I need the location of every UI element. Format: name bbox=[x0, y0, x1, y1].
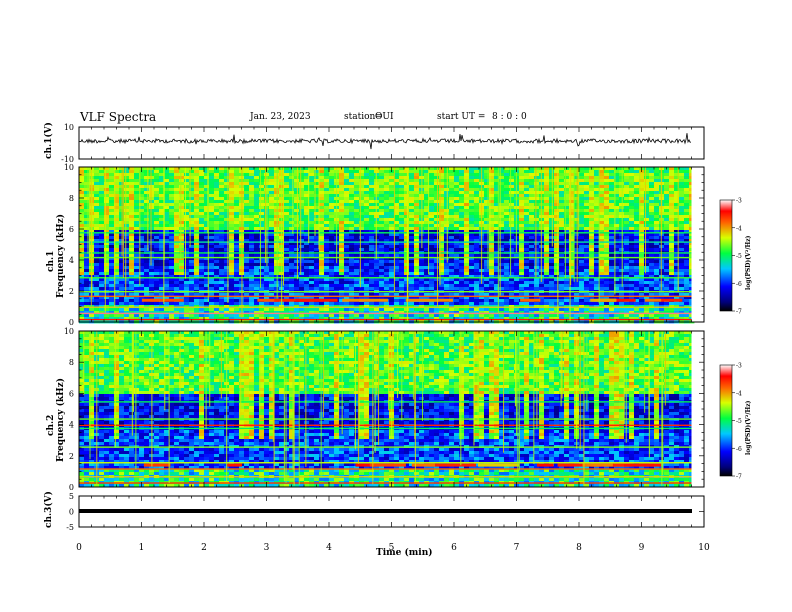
ch2-colorbar: -3 -4 -5 -6 -7 bbox=[719, 363, 742, 481]
x-tick-label: 8 bbox=[576, 543, 582, 553]
start-time-label: start UT = bbox=[437, 112, 486, 122]
ch2-frequency-ylabel: Frequency (kHz) bbox=[56, 377, 66, 462]
ch2-colorbar-ticks: -3 -4 -5 -6 -7 bbox=[732, 363, 742, 481]
y-tick-label: 0 bbox=[69, 483, 74, 492]
ch3-waveform-ylabel: ch.3(V) bbox=[44, 491, 54, 528]
y-tick-label: 8 bbox=[69, 358, 74, 367]
y-tick-label: 5 bbox=[69, 492, 74, 501]
figure-title: VLF Spectra bbox=[80, 110, 157, 124]
y-tick-label: 0 bbox=[69, 508, 74, 517]
y-tick-label: -10 bbox=[61, 155, 74, 164]
ch1-colorbar-label: log(PSD)(V²/Hz) bbox=[745, 235, 752, 290]
ch1-waveform-trace bbox=[78, 133, 692, 150]
x-tick-label: 10 bbox=[698, 543, 710, 553]
y-tick-label: 10 bbox=[64, 327, 74, 336]
y-tick-label: 6 bbox=[69, 225, 74, 234]
station-value: OUI bbox=[375, 112, 394, 122]
y-tick-label: 8 bbox=[69, 194, 74, 203]
ch2-spectrogram-ylabel: ch.2 bbox=[46, 414, 56, 436]
ch1-colorbar-ticks: -3 -4 -5 -6 -7 bbox=[732, 198, 742, 316]
y-tick-label: 4 bbox=[69, 256, 74, 265]
y-tick-label: 4 bbox=[69, 421, 74, 430]
y-tick-label: 2 bbox=[69, 452, 74, 461]
y-tick-label: 10 bbox=[64, 163, 74, 172]
colorbar-tick-label: -4 bbox=[736, 225, 742, 232]
ch2-spectrogram-panel bbox=[78, 330, 705, 488]
y-tick-label: 6 bbox=[69, 389, 74, 398]
x-tick-label: 0 bbox=[76, 543, 82, 553]
colorbar-tick-label: -6 bbox=[736, 446, 742, 453]
colorbar-tick-label: -7 bbox=[736, 474, 742, 481]
ch1-spectrogram-image bbox=[79, 167, 704, 324]
y-tick-label: 10 bbox=[64, 123, 74, 132]
x-tick-label: 1 bbox=[139, 543, 145, 553]
x-tick-label: 3 bbox=[264, 543, 270, 553]
x-tick-label: 2 bbox=[201, 543, 207, 553]
ch2-colorbar-label: log(PSD)(V²/Hz) bbox=[745, 400, 752, 455]
x-tick-label: 5 bbox=[389, 543, 395, 553]
x-axis-label: Time (min) bbox=[376, 548, 433, 558]
start-time-value: 8 : 0 : 0 bbox=[492, 112, 527, 122]
y-tick-label: -5 bbox=[66, 523, 74, 532]
date-label: Jan. 23, 2023 bbox=[250, 112, 311, 122]
colorbar-tick-label: -6 bbox=[736, 281, 742, 288]
colorbar-tick-label: -3 bbox=[736, 363, 742, 370]
y-tick-label: 2 bbox=[69, 287, 74, 296]
x-tick-label: 4 bbox=[326, 543, 332, 553]
y-tick-label: 0 bbox=[69, 318, 74, 327]
colorbar-tick-label: -3 bbox=[736, 198, 742, 205]
ch1-frequency-ylabel: Frequency (kHz) bbox=[56, 213, 66, 298]
ch1-colorbar: -3 -4 -5 -6 -7 bbox=[719, 198, 742, 316]
ch1-spectrogram-ylabel: ch.1 bbox=[46, 250, 56, 272]
colorbar-tick-label: -5 bbox=[736, 418, 742, 425]
colorbar-tick-label: -7 bbox=[736, 309, 742, 316]
x-tick-label: 7 bbox=[514, 543, 520, 553]
ch1-spectrogram-panel bbox=[78, 166, 705, 324]
ch1-waveform-panel bbox=[78, 126, 705, 160]
colorbar-tick-label: -5 bbox=[736, 253, 742, 260]
colorbar-tick-label: -4 bbox=[736, 390, 742, 397]
x-tick-label: 9 bbox=[639, 543, 645, 553]
ch3-waveform-trace bbox=[79, 509, 692, 513]
ch1-waveform-ylabel: ch.1(V) bbox=[44, 122, 54, 159]
ch2-spectrogram-image bbox=[79, 331, 704, 488]
station-label: station= bbox=[344, 112, 383, 122]
x-tick-label: 6 bbox=[451, 543, 457, 553]
